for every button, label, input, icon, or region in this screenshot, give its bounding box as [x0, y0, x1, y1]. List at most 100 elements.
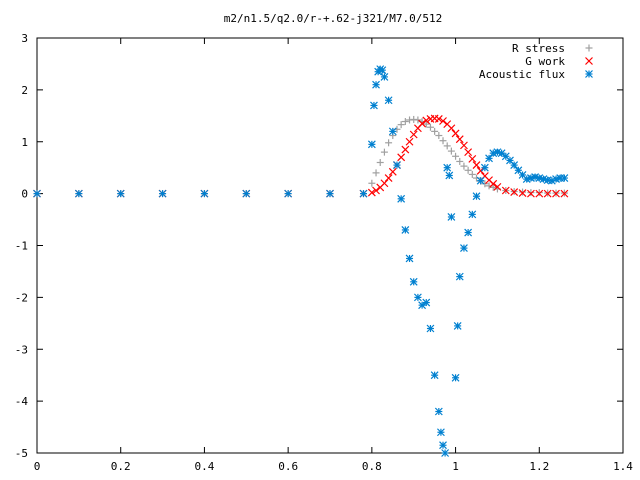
data-point — [460, 162, 468, 170]
chart-title: m2/n1.5/q2.0/r-+.62-j321/M7.0/512 — [224, 12, 443, 25]
data-point — [497, 149, 506, 158]
legend-label: Acoustic flux — [479, 68, 565, 81]
data-point — [455, 272, 464, 281]
data-point — [472, 192, 481, 201]
y-tick-label: -5 — [15, 447, 28, 460]
legend-marker — [585, 70, 593, 78]
data-point — [456, 157, 464, 165]
data-point — [359, 189, 368, 198]
data-point — [33, 189, 41, 198]
data-point — [388, 127, 397, 136]
data-point — [464, 148, 473, 157]
data-point — [409, 277, 418, 286]
data-point — [510, 188, 519, 196]
data-point — [434, 407, 443, 416]
data-point — [418, 119, 427, 128]
data-point — [384, 96, 393, 105]
data-point — [439, 137, 447, 145]
y-tick-label: 0 — [21, 188, 28, 201]
data-point — [453, 321, 462, 330]
data-point — [284, 189, 293, 198]
data-point — [397, 121, 405, 129]
data-point — [326, 189, 334, 198]
data-point — [443, 142, 451, 150]
y-tick-label: -1 — [15, 240, 28, 253]
data-point — [526, 189, 535, 198]
x-tick-label: 0.2 — [111, 460, 131, 473]
data-point — [401, 118, 409, 126]
data-point — [543, 189, 552, 198]
data-point — [405, 137, 414, 146]
data-point — [434, 115, 443, 123]
data-point — [376, 159, 384, 166]
data-point — [518, 189, 527, 198]
data-point — [430, 371, 439, 380]
data-point — [460, 244, 468, 253]
data-point — [560, 174, 569, 182]
series-2 — [33, 65, 569, 457]
x-tick-label: 0.8 — [362, 460, 382, 473]
data-point — [535, 189, 543, 197]
data-point — [460, 141, 468, 150]
x-tick-label: 0 — [34, 460, 41, 473]
data-point — [367, 188, 376, 197]
data-point — [368, 179, 376, 187]
data-point — [519, 188, 527, 196]
data-point — [422, 298, 431, 307]
data-point — [397, 153, 406, 162]
data-point — [510, 161, 519, 170]
data-point — [439, 441, 447, 450]
data-point — [380, 179, 389, 188]
data-point — [451, 373, 460, 382]
y-tick-label: 2 — [21, 84, 28, 97]
data-point — [468, 170, 476, 178]
data-point — [480, 163, 489, 172]
data-point — [370, 101, 378, 110]
data-point — [413, 293, 422, 302]
data-point — [401, 226, 410, 234]
data-point — [436, 428, 445, 437]
data-point — [380, 148, 388, 156]
data-point — [116, 189, 125, 198]
data-point — [74, 189, 83, 198]
y-tick-label: -2 — [15, 291, 28, 304]
y-tick-label: -3 — [15, 343, 28, 356]
data-point — [372, 186, 380, 195]
data-point — [435, 132, 443, 140]
data-point — [447, 124, 456, 133]
data-point — [535, 189, 544, 198]
legend-marker — [585, 57, 593, 65]
data-point — [414, 116, 422, 124]
x-tick-label: 1 — [452, 460, 459, 473]
data-point — [560, 189, 569, 198]
data-point — [447, 213, 456, 221]
y-tick-label: 1 — [21, 136, 28, 149]
data-point — [439, 117, 447, 125]
x-tick-label: 0.6 — [278, 460, 298, 473]
data-point — [476, 166, 485, 175]
data-point — [384, 174, 393, 182]
data-point — [552, 189, 560, 198]
data-point — [426, 123, 434, 131]
data-point — [493, 182, 502, 191]
data-point — [401, 145, 410, 154]
data-point — [443, 163, 452, 172]
data-point — [393, 161, 401, 170]
legend-label: G work — [525, 55, 565, 68]
data-point — [464, 166, 472, 174]
data-point — [441, 449, 450, 457]
data-point — [242, 189, 251, 198]
legend-marker — [585, 44, 593, 52]
y-tick-label: 3 — [21, 32, 28, 45]
data-point — [468, 210, 477, 219]
data-point — [422, 116, 431, 125]
data-point — [481, 180, 489, 188]
data-point — [547, 176, 556, 185]
legend-label: R stress — [512, 42, 565, 55]
data-point — [489, 183, 497, 191]
data-point — [426, 324, 435, 333]
axis-ticks: 0 0.2 0.4 0.6 0.8 1 1.2 1.4 3 2 1 0 -1 -2 -3 -4 -5 — [15, 32, 634, 473]
